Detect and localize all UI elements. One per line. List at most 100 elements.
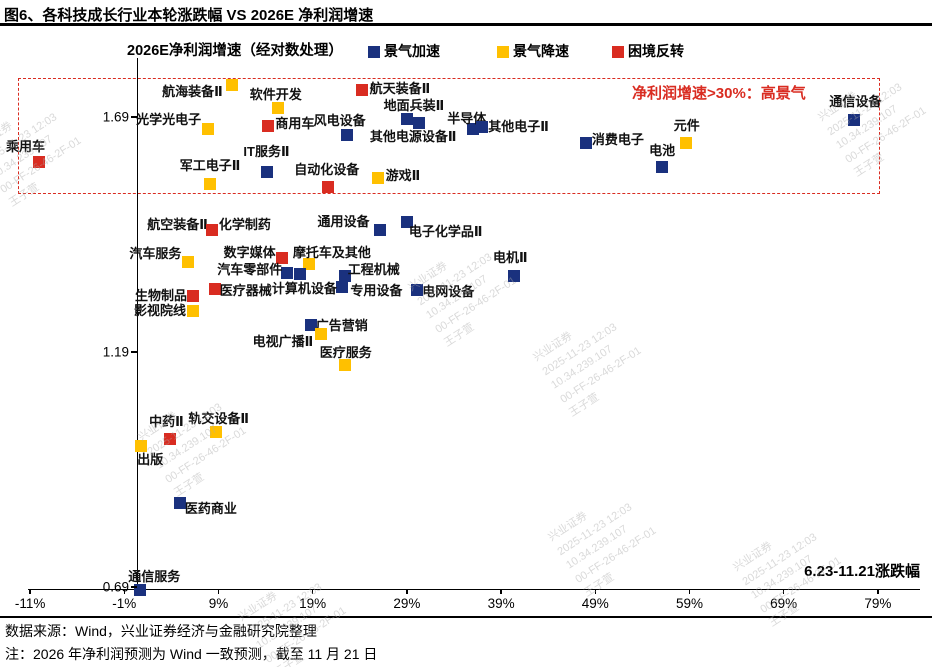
- scatter-point: [411, 283, 424, 296]
- watermark-text: 兴业证券 2025-11-23 12:03 10.34.239.107 00-F…: [546, 500, 659, 600]
- scatter-point-label: 软件开发: [249, 86, 302, 102]
- scatter-point: [340, 128, 353, 141]
- scatter-point-label: 游戏Ⅱ: [385, 167, 421, 183]
- watermark-text: 兴业证券 2025-11-23 12:03 10.34.239.107 00-F…: [816, 80, 929, 180]
- title-divider: [0, 23, 932, 26]
- scatter-point-label: 计算机设备: [271, 280, 337, 296]
- legend-swatch-rev-icon: [612, 46, 624, 58]
- scatter-point: [413, 117, 426, 130]
- scatter-point-label: 电视广播Ⅱ: [252, 333, 314, 349]
- scatter-point-label: 出版: [137, 451, 164, 467]
- scatter-point-label: 化学制药: [218, 216, 271, 232]
- footnote-text: 注：2026 年净利润预测为 Wind 一致预测，截至 11 月 21 日: [5, 646, 378, 662]
- scatter-point: [400, 112, 413, 125]
- scatter-point-label: 其他电源设备Ⅱ: [369, 128, 457, 144]
- scatter-point-label: 工程机械: [347, 261, 400, 277]
- x-tick-label: 79%: [864, 596, 892, 611]
- scatter-point-label: 摩托车及其他: [292, 244, 371, 260]
- watermark-text: 兴业证券 2025-11-23 12:03 10.34.239.107 00-F…: [731, 530, 844, 630]
- y-tick-label: 1.19: [102, 344, 129, 360]
- y-tick: [131, 586, 137, 588]
- scatter-point: [656, 160, 669, 173]
- scatter-point: [135, 440, 148, 452]
- scatter-point: [294, 267, 307, 280]
- scatter-point-label: 商用车: [275, 115, 315, 131]
- x-tick-label: 29%: [393, 596, 421, 611]
- scatter-point: [202, 123, 215, 136]
- scatter-point: [579, 136, 592, 149]
- high-growth-annotation: 净利润增速>30%：高景气: [632, 85, 806, 102]
- x-axis-caption: 6.23-11.21涨跌幅: [804, 563, 920, 580]
- scatter-point: [187, 290, 200, 303]
- watermark-text: 兴业证券 2025-11-23 12:03 10.34.239.107 00-F…: [236, 580, 349, 667]
- scatter-point: [271, 102, 284, 115]
- x-tick-label: 59%: [675, 596, 703, 611]
- x-tick: [29, 589, 31, 594]
- y-tick: [131, 116, 137, 118]
- footer-divider: [0, 616, 932, 618]
- x-tick: [123, 589, 126, 594]
- scatter-point: [476, 120, 489, 133]
- x-tick-label: 19%: [299, 596, 327, 611]
- scatter-point: [373, 223, 386, 236]
- scatter-point-label: 地面兵装Ⅱ: [383, 97, 445, 113]
- scatter-point: [275, 252, 288, 264]
- legend-label-acc: 景气加速: [384, 43, 440, 59]
- scatter-point: [281, 267, 294, 280]
- x-tick: [311, 589, 314, 594]
- scatter-point: [466, 123, 479, 136]
- x-tick-label: 9%: [208, 596, 229, 611]
- scatter-point-label: 乘用车: [6, 138, 46, 154]
- scatter-point: [182, 255, 195, 268]
- x-tick: [217, 589, 220, 594]
- scatter-point-label: 电网设备: [422, 283, 475, 299]
- scatter-point: [508, 269, 521, 282]
- legend-swatch-acc-icon: [368, 46, 380, 58]
- scatter-point-label: 中药Ⅱ: [149, 413, 184, 429]
- watermark-text: 兴业证券 2025-11-23 12:03 10.34.239.107 00-F…: [136, 400, 249, 500]
- scatter-point-label: 汽车零部件: [217, 261, 283, 277]
- scatter-point-label: 电池: [649, 142, 676, 158]
- scatter-point-label: 医药商业: [184, 500, 237, 516]
- scatter-point: [400, 215, 413, 228]
- legend-swatch-dec-icon: [497, 46, 509, 58]
- x-axis-line: [28, 588, 920, 590]
- scatter-point: [32, 156, 45, 169]
- scatter-point-label: 汽车服务: [129, 245, 182, 261]
- scatter-point: [134, 583, 147, 596]
- scatter-point: [262, 119, 275, 132]
- scatter-point-label: 军工电子Ⅱ: [179, 158, 241, 174]
- scatter-point: [261, 165, 274, 178]
- watermark-text: 兴业证券 2025-11-23 12:03 10.34.239.107 00-F…: [406, 250, 519, 350]
- scatter-point: [848, 113, 861, 126]
- scatter-point-label: 轨交设备Ⅱ: [188, 410, 249, 426]
- scatter-point-label: 生物制品: [135, 287, 188, 303]
- x-tick: [877, 589, 879, 594]
- data-source-text: 数据来源：Wind，兴业证券经济与金融研究院整理: [5, 623, 317, 639]
- scatter-point-label: 航空装备Ⅱ: [147, 216, 208, 232]
- scatter-point-label: 电子化学品Ⅱ: [408, 223, 483, 239]
- scatter-point: [338, 269, 351, 282]
- scatter-point-label: 通信服务: [128, 568, 181, 584]
- y-tick: [131, 351, 137, 353]
- scatter-point-label: 航天装备Ⅱ: [369, 81, 431, 97]
- y-axis-line: [136, 58, 138, 589]
- scatter-point: [335, 281, 348, 294]
- x-tick-label: -11%: [14, 596, 46, 611]
- scatter-point-label: IT服务Ⅱ: [243, 143, 290, 159]
- scatter-point: [187, 305, 200, 318]
- watermark-text: 兴业证券 2025-11-23 12:03 10.34.239.107 00-F…: [531, 320, 644, 420]
- y-axis-title: 2026E净利润增速（经对数处理）: [127, 43, 343, 59]
- scatter-point: [173, 496, 186, 509]
- legend-label-rev: 困境反转: [628, 43, 684, 59]
- scatter-point-label: 自动化设备: [294, 161, 360, 177]
- x-tick-label: -1%: [112, 596, 137, 611]
- scatter-point: [371, 172, 384, 185]
- legend-label-dec: 景气降速: [513, 43, 569, 59]
- scatter-point-label: 其他电子Ⅱ: [488, 118, 549, 134]
- scatter-point-label: 通信设备: [829, 93, 882, 109]
- scatter-point: [205, 223, 218, 236]
- scatter-point: [204, 178, 216, 191]
